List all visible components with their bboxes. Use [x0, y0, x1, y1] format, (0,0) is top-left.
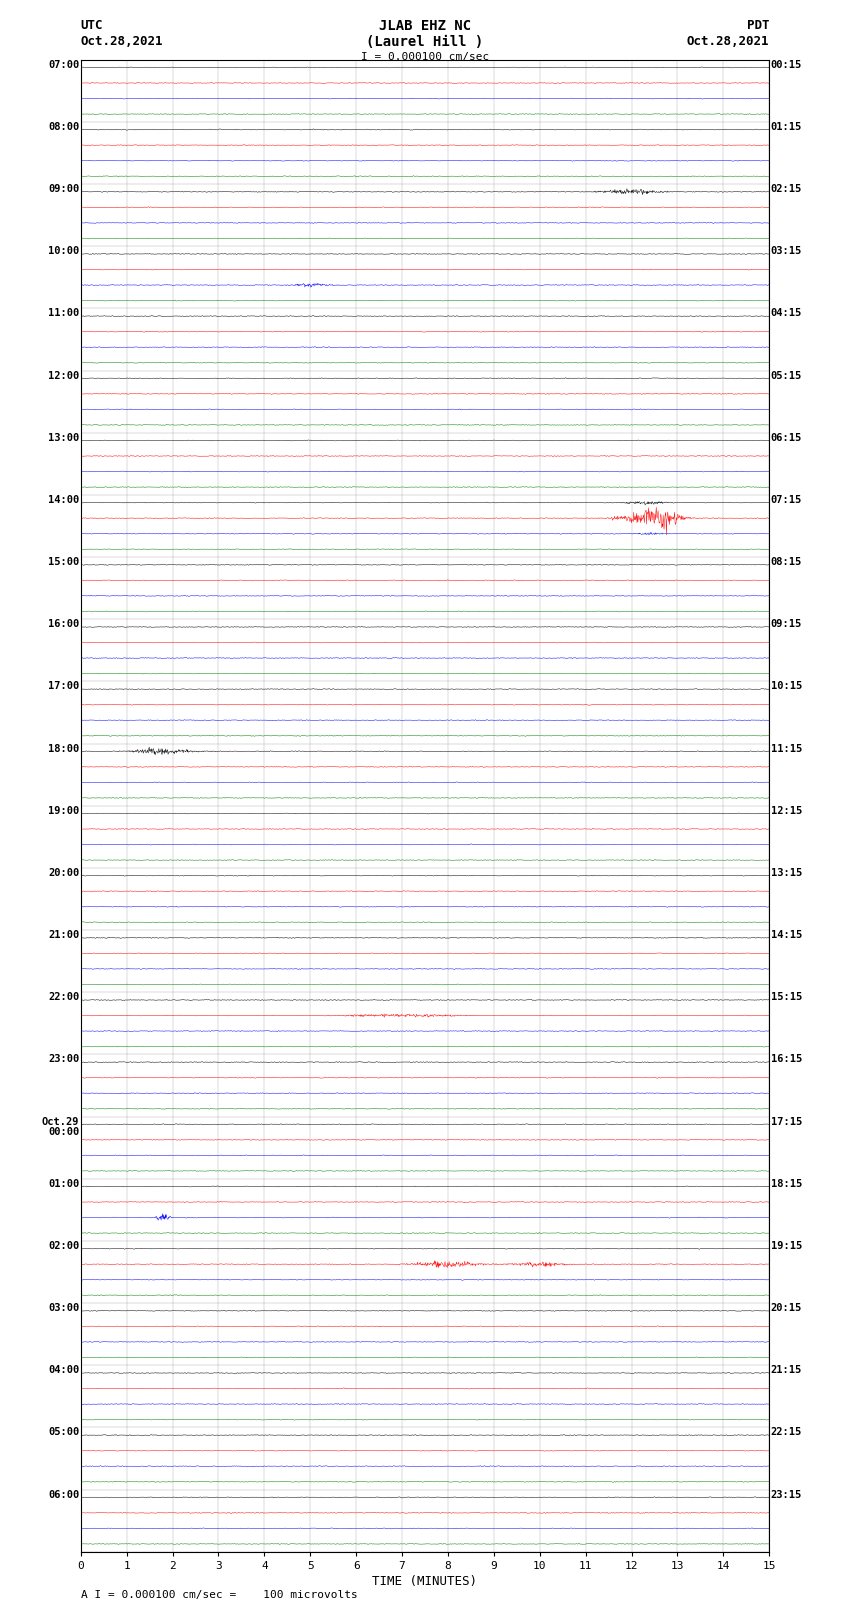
Text: 02:00: 02:00: [48, 1240, 79, 1250]
Text: 20:15: 20:15: [771, 1303, 802, 1313]
Text: 00:00: 00:00: [48, 1127, 79, 1137]
Text: Oct.28,2021: Oct.28,2021: [687, 35, 769, 48]
Text: 01:15: 01:15: [771, 123, 802, 132]
Text: 11:00: 11:00: [48, 308, 79, 318]
Text: 14:00: 14:00: [48, 495, 79, 505]
Text: 03:00: 03:00: [48, 1303, 79, 1313]
Text: 20:00: 20:00: [48, 868, 79, 877]
Text: 16:00: 16:00: [48, 619, 79, 629]
Text: 21:00: 21:00: [48, 931, 79, 940]
Text: I = 0.000100 cm/sec: I = 0.000100 cm/sec: [361, 52, 489, 61]
Text: UTC: UTC: [81, 19, 103, 32]
Text: 09:00: 09:00: [48, 184, 79, 194]
Text: 08:00: 08:00: [48, 123, 79, 132]
Text: 22:15: 22:15: [771, 1428, 802, 1437]
Text: 17:15: 17:15: [771, 1116, 802, 1126]
Text: 23:00: 23:00: [48, 1055, 79, 1065]
Text: 13:00: 13:00: [48, 432, 79, 442]
Text: 19:15: 19:15: [771, 1240, 802, 1250]
Text: 02:15: 02:15: [771, 184, 802, 194]
X-axis label: TIME (MINUTES): TIME (MINUTES): [372, 1574, 478, 1587]
Text: 12:00: 12:00: [48, 371, 79, 381]
Text: 14:15: 14:15: [771, 931, 802, 940]
Text: 09:15: 09:15: [771, 619, 802, 629]
Text: 06:00: 06:00: [48, 1489, 79, 1500]
Text: 06:15: 06:15: [771, 432, 802, 442]
Text: 22:00: 22:00: [48, 992, 79, 1002]
Text: 07:00: 07:00: [48, 60, 79, 69]
Text: 05:00: 05:00: [48, 1428, 79, 1437]
Text: 18:15: 18:15: [771, 1179, 802, 1189]
Text: 19:00: 19:00: [48, 806, 79, 816]
Text: 18:00: 18:00: [48, 744, 79, 753]
Text: 17:00: 17:00: [48, 681, 79, 692]
Text: PDT: PDT: [747, 19, 769, 32]
Text: 15:15: 15:15: [771, 992, 802, 1002]
Text: 23:15: 23:15: [771, 1489, 802, 1500]
Text: 04:00: 04:00: [48, 1365, 79, 1376]
Text: 10:00: 10:00: [48, 247, 79, 256]
Text: Oct.28,2021: Oct.28,2021: [81, 35, 163, 48]
Text: JLAB EHZ NC: JLAB EHZ NC: [379, 19, 471, 34]
Text: (Laurel Hill ): (Laurel Hill ): [366, 35, 484, 50]
Text: 05:15: 05:15: [771, 371, 802, 381]
Text: 03:15: 03:15: [771, 247, 802, 256]
Text: 21:15: 21:15: [771, 1365, 802, 1376]
Text: 16:15: 16:15: [771, 1055, 802, 1065]
Text: 08:15: 08:15: [771, 556, 802, 568]
Text: 00:15: 00:15: [771, 60, 802, 69]
Text: Oct.29: Oct.29: [42, 1116, 79, 1126]
Text: 13:15: 13:15: [771, 868, 802, 877]
Text: 01:00: 01:00: [48, 1179, 79, 1189]
Text: A I = 0.000100 cm/sec =    100 microvolts: A I = 0.000100 cm/sec = 100 microvolts: [81, 1590, 358, 1600]
Text: 04:15: 04:15: [771, 308, 802, 318]
Text: 12:15: 12:15: [771, 806, 802, 816]
Text: 07:15: 07:15: [771, 495, 802, 505]
Text: 15:00: 15:00: [48, 556, 79, 568]
Text: 10:15: 10:15: [771, 681, 802, 692]
Text: 11:15: 11:15: [771, 744, 802, 753]
